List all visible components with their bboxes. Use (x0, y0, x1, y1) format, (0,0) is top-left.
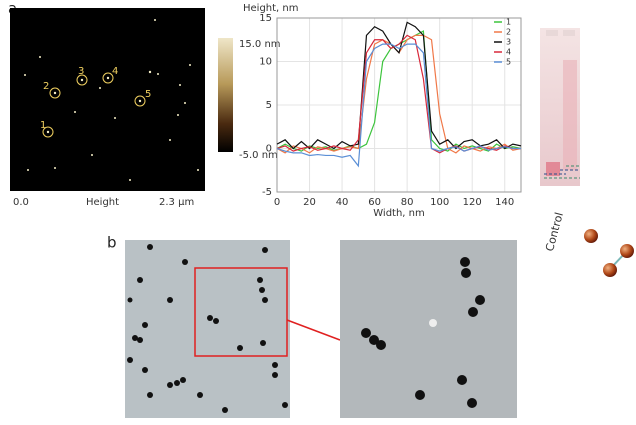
lane-label: Control (543, 211, 566, 253)
colorbar (218, 38, 233, 152)
particle-label: 2 (43, 81, 49, 92)
y-tick-label: 10 (259, 57, 272, 68)
afm-image (10, 8, 205, 191)
x-tick-label: 80 (401, 197, 414, 208)
panel-label: b (107, 234, 117, 252)
particle-label: 4 (112, 66, 118, 77)
particle-label: 1 (40, 120, 46, 131)
series-line (276, 21, 522, 150)
x-tick-label: 60 (368, 197, 381, 208)
gel (540, 28, 580, 186)
legend-label: 2 (506, 28, 511, 37)
particle-label: 5 (145, 89, 151, 100)
legend-label: 3 (506, 38, 511, 47)
plot-frame (276, 17, 522, 193)
x-tick-label: 100 (430, 197, 449, 208)
x-axis-title: Width, nm (373, 208, 425, 219)
x-tick-label: 140 (495, 197, 514, 208)
y-tick-label: 0 (266, 144, 272, 155)
series-line (276, 34, 521, 154)
colorbar-label: -5.0 nm (239, 150, 278, 161)
tem-zoom (340, 240, 517, 418)
y-axis-title: Height, nm (243, 3, 299, 14)
series-line (276, 43, 521, 168)
colorbar-label: 15.0 nm (239, 39, 281, 50)
axis-title: Height (86, 197, 119, 208)
tem-overview (125, 240, 341, 418)
axis-label: 0.0 (13, 197, 29, 208)
x-tick-label: 120 (463, 197, 482, 208)
x-tick-label: 40 (336, 197, 349, 208)
legend-label: 4 (506, 48, 511, 57)
axis-label: 2.3 μm (159, 197, 194, 208)
y-tick-label: 15 (259, 13, 272, 24)
x-tick-label: 0 (274, 197, 280, 208)
x-tick-label: 20 (303, 197, 316, 208)
particle-label: 3 (78, 66, 84, 77)
y-tick-label: 5 (266, 100, 272, 111)
y-tick-label: -5 (262, 187, 272, 198)
legend-label: 1 (506, 18, 511, 27)
nanoparticle-icons (584, 229, 634, 277)
legend-label: 5 (506, 58, 511, 67)
